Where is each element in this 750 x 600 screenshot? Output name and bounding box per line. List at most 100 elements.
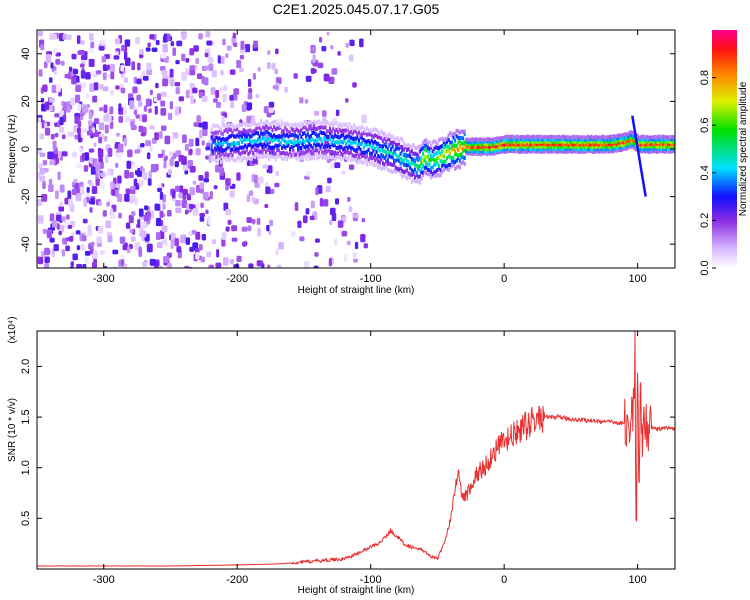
spectrogram-ridge-cell — [444, 159, 447, 164]
spectrogram-noise-cell — [161, 91, 167, 97]
spectrogram-ridge-cell — [394, 152, 397, 157]
spectrogram-noise-cell — [242, 241, 246, 248]
spectrogram-ridge-cell — [567, 149, 570, 154]
spectrogram-ridge-cell — [562, 134, 566, 139]
spectrogram-ridge-cell — [626, 138, 630, 143]
spectrogram-noise-cell — [87, 224, 92, 233]
spectrogram-noise-cell — [341, 230, 348, 237]
spectrogram-ridge-cell — [503, 149, 506, 154]
spectrogram-noise-cell — [103, 104, 108, 113]
spectrogram-ridge-cell — [383, 131, 386, 136]
spectrogram-ridge-cell — [503, 147, 506, 152]
spectrogram-ridge-cell — [362, 137, 365, 142]
spectrogram-ridge-cell — [644, 147, 647, 152]
spectrogram-ridge-cell — [212, 138, 215, 143]
spectrogram-ridge-cell — [245, 130, 248, 135]
spectrogram-ridge-cell — [425, 165, 428, 170]
spectrogram-ridge-cell — [484, 144, 487, 149]
spectrogram-ridge-cell — [327, 148, 330, 153]
spectrogram-ridge-cell — [418, 156, 421, 161]
spectrogram-ridge-cell — [333, 150, 337, 155]
spectrogram-ridge-cell — [316, 142, 319, 147]
spectrogram-ridge-cell — [524, 140, 527, 145]
spectrogram-noise-cell — [159, 210, 164, 218]
spectrogram-ridge-cell — [582, 144, 585, 149]
spectrogram-ridge-cell — [473, 147, 476, 152]
spectrogram-noise-cell — [321, 110, 327, 117]
spectrogram-noise-cell — [53, 47, 57, 55]
spectrogram-ridge-cell — [665, 147, 668, 152]
spectrogram-ridge-cell — [401, 148, 404, 153]
spectrogram-ridge-cell — [373, 147, 377, 152]
spectrogram-noise-cell — [299, 236, 305, 242]
spectrogram-noise-cell — [39, 152, 46, 158]
spectrogram-ridge-cell — [279, 124, 282, 129]
spectrogram-ridge-cell — [537, 145, 540, 150]
spectrogram-ridge-cell — [295, 139, 298, 144]
spectrogram-ridge-cell — [407, 171, 410, 176]
spectrogram-noise-cell — [90, 70, 95, 75]
spectrogram-noise-cell — [104, 135, 108, 142]
spectrogram-noise-cell — [322, 199, 329, 207]
spectrogram-ridge-cell — [292, 148, 295, 153]
spectrogram-ridge-cell — [268, 145, 271, 150]
spectrogram-ridge-cell — [569, 137, 572, 142]
spectrogram-ridge-cell — [447, 163, 450, 168]
spectrogram-noise-cell — [77, 127, 81, 134]
spectrogram-ridge-cell — [321, 125, 324, 130]
spectrogram-ridge-cell — [537, 137, 540, 142]
spectrogram-ridge-cell — [381, 139, 385, 144]
spectrogram-ridge-cell — [522, 140, 526, 145]
spectrogram-ridge-cell — [453, 138, 457, 143]
spectrogram-ridge-cell — [482, 142, 485, 147]
spectrogram-ridge-cell — [570, 135, 574, 140]
spectrogram-ridge-cell — [633, 141, 636, 146]
spectrogram-ridge-cell — [383, 166, 386, 171]
spectrogram-ridge-cell — [335, 134, 338, 139]
spectrogram-noise-cell — [102, 86, 109, 92]
spectrogram-noise-cell — [61, 216, 66, 222]
spectrogram-ridge-cell — [325, 144, 329, 149]
spectrogram-ridge-cell — [590, 147, 593, 152]
spectrogram-ridge-cell — [487, 137, 490, 142]
spectrogram-ridge-cell — [268, 122, 271, 127]
spectrogram-ridge-cell — [377, 165, 380, 170]
spectrogram-noise-cell — [99, 107, 104, 112]
spectrogram-ridge-cell — [490, 144, 494, 149]
spectrogram-ridge-cell — [622, 140, 625, 145]
spectrogram-ridge-cell — [421, 163, 425, 168]
colorbar-ticks: 0.00.20.40.60.8 — [699, 70, 716, 276]
spectrogram-noise-cell — [74, 134, 79, 140]
spectrogram-ridge-cell — [662, 137, 665, 142]
spectrogram-ridge-cell — [425, 161, 428, 166]
spectrogram-noise-cell — [195, 231, 201, 240]
spectrogram-noise-cell — [198, 122, 205, 128]
spectrogram-ridge-cell — [258, 134, 261, 139]
spectrogram-ridge-cell — [447, 154, 450, 159]
spectrogram-noise-cell — [346, 240, 351, 246]
spectrogram-noise-cell — [129, 222, 134, 227]
spectrogram-ridge-cell — [530, 146, 534, 151]
spectrogram-ridge-cell — [630, 140, 633, 145]
spectrogram-noise-cell — [132, 86, 138, 94]
spectrogram-ridge-cell — [341, 147, 345, 152]
spectrogram-ridge-cell — [489, 147, 492, 152]
spectrogram-noise-cell — [160, 66, 166, 71]
spectrogram-ridge-cell — [381, 144, 385, 149]
spectrogram-ridge-cell — [301, 138, 305, 143]
spectrogram-ridge-cell — [564, 140, 567, 145]
spectrogram-ridge-cell — [340, 151, 343, 156]
spectrogram-ridge-cell — [405, 163, 409, 168]
spectrogram-ridge-cell — [455, 143, 458, 148]
spectrogram-ridge-cell — [311, 130, 314, 135]
spectrogram-ridge-cell — [287, 134, 290, 139]
spectrogram-ridge-cell — [215, 147, 218, 152]
spectrogram-ridge-cell — [542, 139, 545, 144]
colorbar-tick-label: 0.2 — [699, 213, 711, 228]
spectrogram-ridge-cell — [405, 176, 409, 181]
spectrogram-ridge-cell — [250, 139, 253, 144]
spectrogram-ridge-cell — [566, 139, 569, 144]
spectrogram-ridge-cell — [457, 135, 460, 140]
spectrogram-ridge-cell — [337, 154, 340, 159]
spectrogram-ridge-cell — [280, 145, 284, 150]
